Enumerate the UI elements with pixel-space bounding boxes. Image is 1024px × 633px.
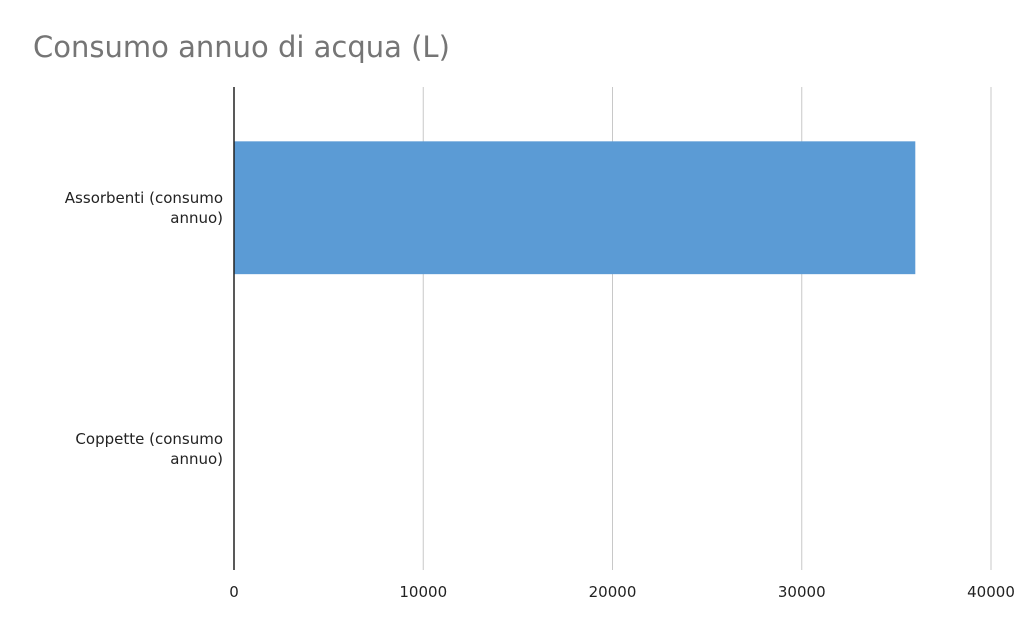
x-tick-labels: 0 10000 20000 30000 40000 bbox=[229, 583, 1015, 601]
category-label: Coppette (consumo annuo) bbox=[23, 429, 223, 469]
category-label-line: Coppette (consumo bbox=[75, 430, 223, 449]
chart-title: Consumo annuo di acqua (L) bbox=[33, 30, 450, 64]
category-label-line: annuo) bbox=[170, 450, 223, 469]
x-tick-label: 10000 bbox=[399, 583, 447, 601]
x-tick-label: 0 bbox=[229, 583, 239, 601]
category-label: Assorbenti (consumo annuo) bbox=[23, 188, 223, 228]
category-label-line: annuo) bbox=[170, 208, 223, 227]
x-tick-label: 20000 bbox=[589, 583, 637, 601]
category-label-line: Assorbenti (consumo bbox=[64, 188, 223, 207]
bars bbox=[234, 141, 916, 275]
bar bbox=[234, 141, 916, 275]
x-tick-label: 30000 bbox=[778, 583, 826, 601]
x-tick-label: 40000 bbox=[967, 583, 1015, 601]
